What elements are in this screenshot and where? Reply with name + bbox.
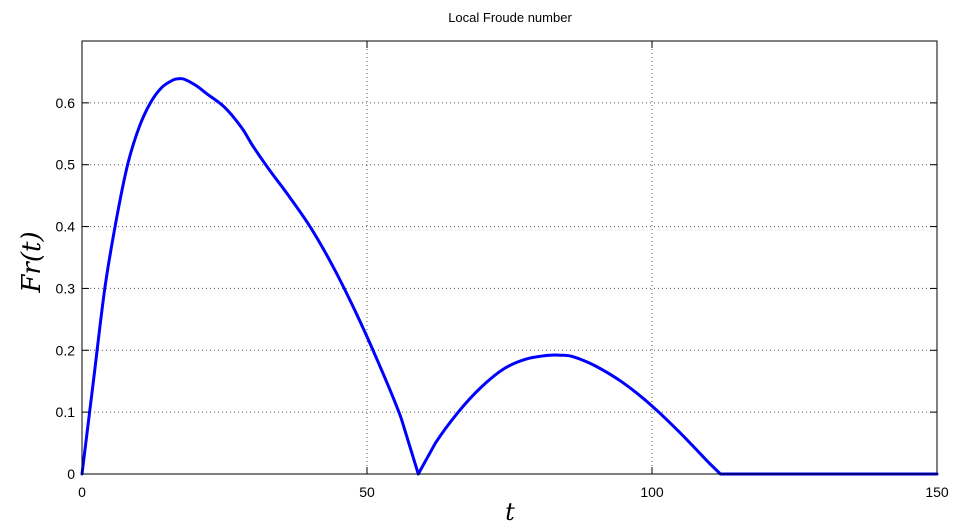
y-tick-labels: 0 0.1 0.2 0.3 0.4 0.5 0.6 bbox=[56, 95, 76, 482]
y-tick-label: 0.5 bbox=[56, 157, 76, 173]
tick-marks bbox=[81, 41, 938, 475]
y-tick-label: 0.3 bbox=[56, 280, 76, 296]
x-tick-label: 0 bbox=[78, 484, 86, 500]
y-tick-label: 0 bbox=[67, 466, 75, 482]
x-tick-label: 150 bbox=[925, 484, 949, 500]
y-axis-label: Fr(t) bbox=[17, 231, 47, 293]
chart-title: Local Froude number bbox=[448, 10, 572, 25]
plot-frame bbox=[81, 40, 938, 475]
x-tick-labels: 0 50 100 150 bbox=[78, 484, 949, 500]
series-line bbox=[80, 77, 939, 476]
y-tick-label: 0.2 bbox=[56, 342, 76, 358]
x-tick-label: 100 bbox=[640, 484, 664, 500]
grid-lines bbox=[82, 41, 937, 474]
x-tick-label: 50 bbox=[359, 484, 375, 500]
x-axis-label: t bbox=[505, 498, 515, 526]
y-tick-label: 0.4 bbox=[56, 219, 76, 235]
y-tick-label: 0.6 bbox=[56, 95, 76, 111]
series-layer bbox=[80, 77, 939, 476]
y-tick-label: 0.1 bbox=[56, 404, 76, 420]
